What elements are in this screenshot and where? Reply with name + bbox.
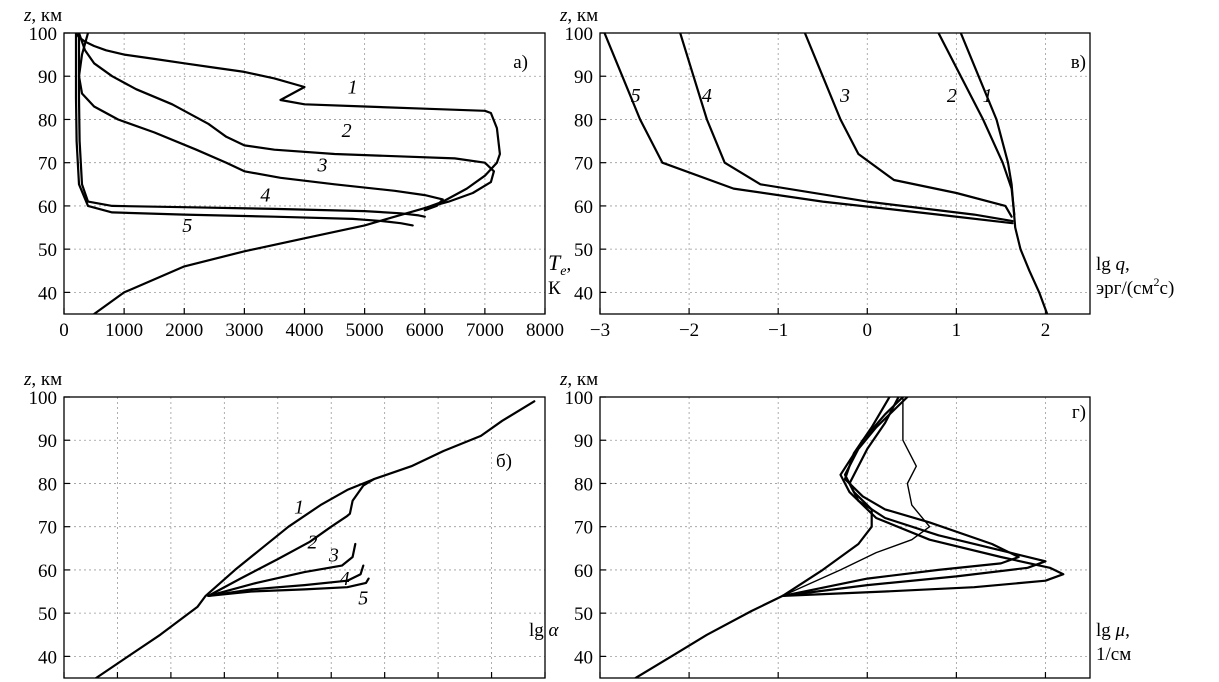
y-tick-label: 50 — [574, 604, 593, 625]
series-line-3 — [781, 397, 1020, 597]
y-tick-label: 40 — [38, 283, 57, 304]
series-line-3 — [77, 33, 444, 212]
x-tick-label: 3000 — [225, 320, 263, 341]
curve-label-4: 4 — [260, 185, 270, 207]
x-tick-label: 0 — [59, 320, 69, 341]
y-tick-label: 50 — [574, 240, 593, 261]
y-axis-label: z, км — [23, 369, 62, 390]
y-tick-label: 40 — [574, 647, 593, 668]
y-tick-label: 60 — [574, 561, 593, 582]
series-line-2 — [782, 397, 931, 597]
plot-frame — [599, 396, 1091, 679]
x-axis-label: lg μ, 1/см — [1096, 620, 1131, 665]
series-line-5 — [74, 33, 414, 227]
y-tick-label: 50 — [38, 240, 57, 261]
curve-label-5: 5 — [631, 85, 641, 107]
panel-label: б) — [496, 451, 512, 472]
series-line-1 — [74, 33, 501, 314]
y-tick-label: 70 — [38, 518, 57, 539]
series-line-4 — [207, 564, 365, 597]
series-line-5 — [603, 33, 1014, 225]
y-tick-label: 50 — [38, 604, 57, 625]
y-axis-label: z, км — [23, 5, 62, 26]
y-tick-label: 100 — [29, 24, 58, 45]
x-tick-label: 1 — [952, 320, 962, 341]
y-tick-label: 90 — [38, 67, 57, 88]
series-line-1 — [959, 33, 1049, 314]
y-tick-label: 40 — [574, 283, 593, 304]
series-line-3 — [207, 542, 357, 597]
panel-label: г) — [1072, 402, 1086, 423]
panel-label: в) — [1071, 52, 1086, 73]
panel-label: а) — [513, 52, 528, 73]
x-tick-label: 6000 — [406, 320, 444, 341]
y-tick-label: 90 — [574, 67, 593, 88]
x-tick-label: 1000 — [105, 320, 143, 341]
curve-label-5: 5 — [358, 588, 368, 610]
x-tick-label: 2000 — [165, 320, 203, 341]
x-tick-label: −3 — [590, 320, 610, 341]
y-tick-label: 70 — [574, 154, 593, 175]
y-tick-label: 90 — [574, 431, 593, 452]
chart-panel-b: −17−16−15−14−13−12−11−10−9−8405060708090… — [23, 369, 560, 679]
y-tick-label: 70 — [38, 154, 57, 175]
curve-label-2: 2 — [947, 85, 957, 107]
curve-label-1: 1 — [348, 77, 358, 99]
y-tick-label: 40 — [38, 647, 57, 668]
plot-frame — [63, 396, 546, 679]
x-axis-label: lg q, эрг/(см2с) — [1096, 254, 1174, 299]
curve-label-4: 4 — [702, 85, 712, 107]
x-axis-label: Te, К — [548, 250, 571, 299]
series-line-5 — [207, 577, 370, 597]
curve-label-3: 3 — [328, 544, 339, 566]
y-tick-label: 100 — [29, 388, 58, 409]
y-tick-label: 80 — [574, 474, 593, 495]
y-tick-label: 100 — [565, 388, 594, 409]
y-tick-label: 70 — [574, 518, 593, 539]
curve-label-2: 2 — [308, 531, 318, 553]
x-tick-label: 5000 — [346, 320, 384, 341]
series-line-2 — [937, 33, 1016, 216]
series-line-4 — [781, 397, 1047, 597]
y-tick-label: 60 — [38, 561, 57, 582]
series-line-4 — [77, 33, 426, 218]
y-axis-label: z, км — [559, 369, 598, 390]
series-line-1 — [95, 400, 536, 678]
x-tick-label: 4000 — [286, 320, 324, 341]
curve-label-1: 1 — [983, 85, 993, 107]
y-axis-label: z, км — [559, 5, 598, 26]
series-line-3 — [803, 33, 1013, 218]
curve-label-2: 2 — [342, 120, 352, 142]
y-tick-label: 80 — [38, 110, 57, 131]
x-tick-label: 2 — [1041, 320, 1051, 341]
x-tick-label: 8000 — [526, 320, 564, 341]
x-tick-label: 7000 — [466, 320, 504, 341]
y-tick-label: 60 — [38, 197, 57, 218]
x-tick-label: −2 — [679, 320, 699, 341]
y-tick-label: 100 — [565, 24, 594, 45]
x-axis-label: lg α — [529, 620, 560, 641]
series-line-4 — [679, 33, 1014, 223]
y-tick-label: 80 — [574, 110, 593, 131]
chart-panel-a: 0 1000 2000 3000 4000 5000 6000 7000 8000 40 50 60 7… — [23, 5, 571, 341]
y-tick-label: 90 — [38, 431, 57, 452]
y-tick-label: 80 — [38, 474, 57, 495]
curve-label-5: 5 — [182, 215, 192, 237]
series-line-2 — [207, 478, 376, 597]
series-line-5 — [781, 397, 1065, 597]
series-line-2 — [77, 33, 495, 210]
x-tick-label: 0 — [863, 320, 873, 341]
curve-label-4: 4 — [340, 568, 350, 590]
y-tick-label: 60 — [574, 197, 593, 218]
curve-label-1: 1 — [294, 497, 304, 519]
series-line-1 — [634, 397, 909, 678]
curve-label-3: 3 — [317, 154, 328, 176]
plot-frame — [599, 32, 1091, 315]
x-tick-label: −1 — [768, 320, 788, 341]
curve-label-3: 3 — [839, 85, 850, 107]
